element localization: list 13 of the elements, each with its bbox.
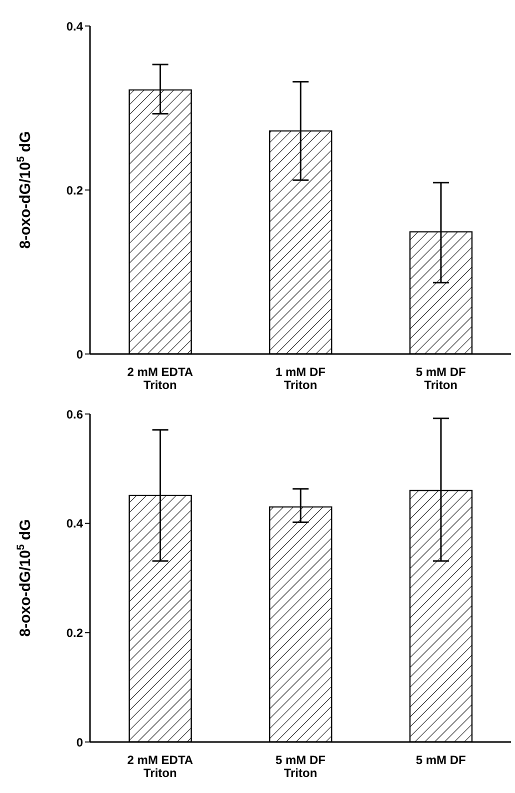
y-tick-label: 0.2: [66, 183, 84, 198]
x-tick-label: 5 mM DF: [416, 753, 466, 767]
x-tick-label: 2 mM EDTA Triton: [127, 753, 194, 780]
x-tick-label: 5 mM DF Triton: [275, 753, 326, 780]
y-tick-label: 0.2: [66, 626, 84, 640]
x-tick-label: 2 mM EDTA Triton: [127, 365, 194, 392]
x-tick-label: 5 mM DF Triton: [416, 365, 466, 392]
x-tick-label: 1 mM DF Triton: [275, 365, 326, 392]
y-tick-label: 0.6: [66, 407, 84, 422]
y-tick-label: 0: [76, 347, 84, 362]
y-tick-label: 0.4: [66, 516, 84, 531]
y-tick-label: 0.4: [66, 19, 84, 34]
y-tick-label: 0: [76, 735, 84, 750]
